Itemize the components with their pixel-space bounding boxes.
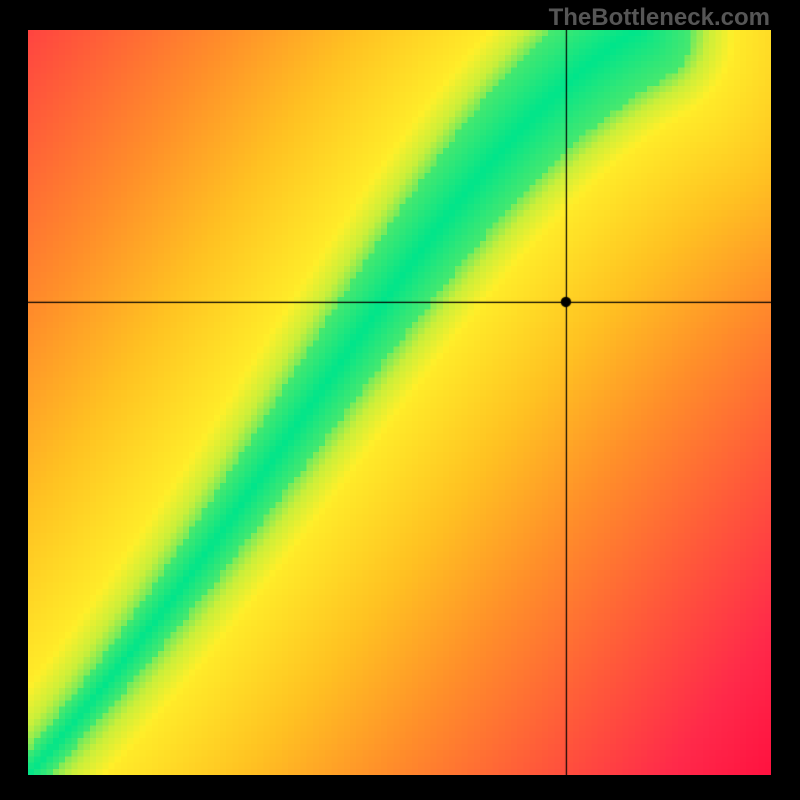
chart-container: TheBottleneck.com <box>0 0 800 800</box>
watermark-text: TheBottleneck.com <box>549 4 770 32</box>
crosshair-overlay <box>28 30 771 775</box>
